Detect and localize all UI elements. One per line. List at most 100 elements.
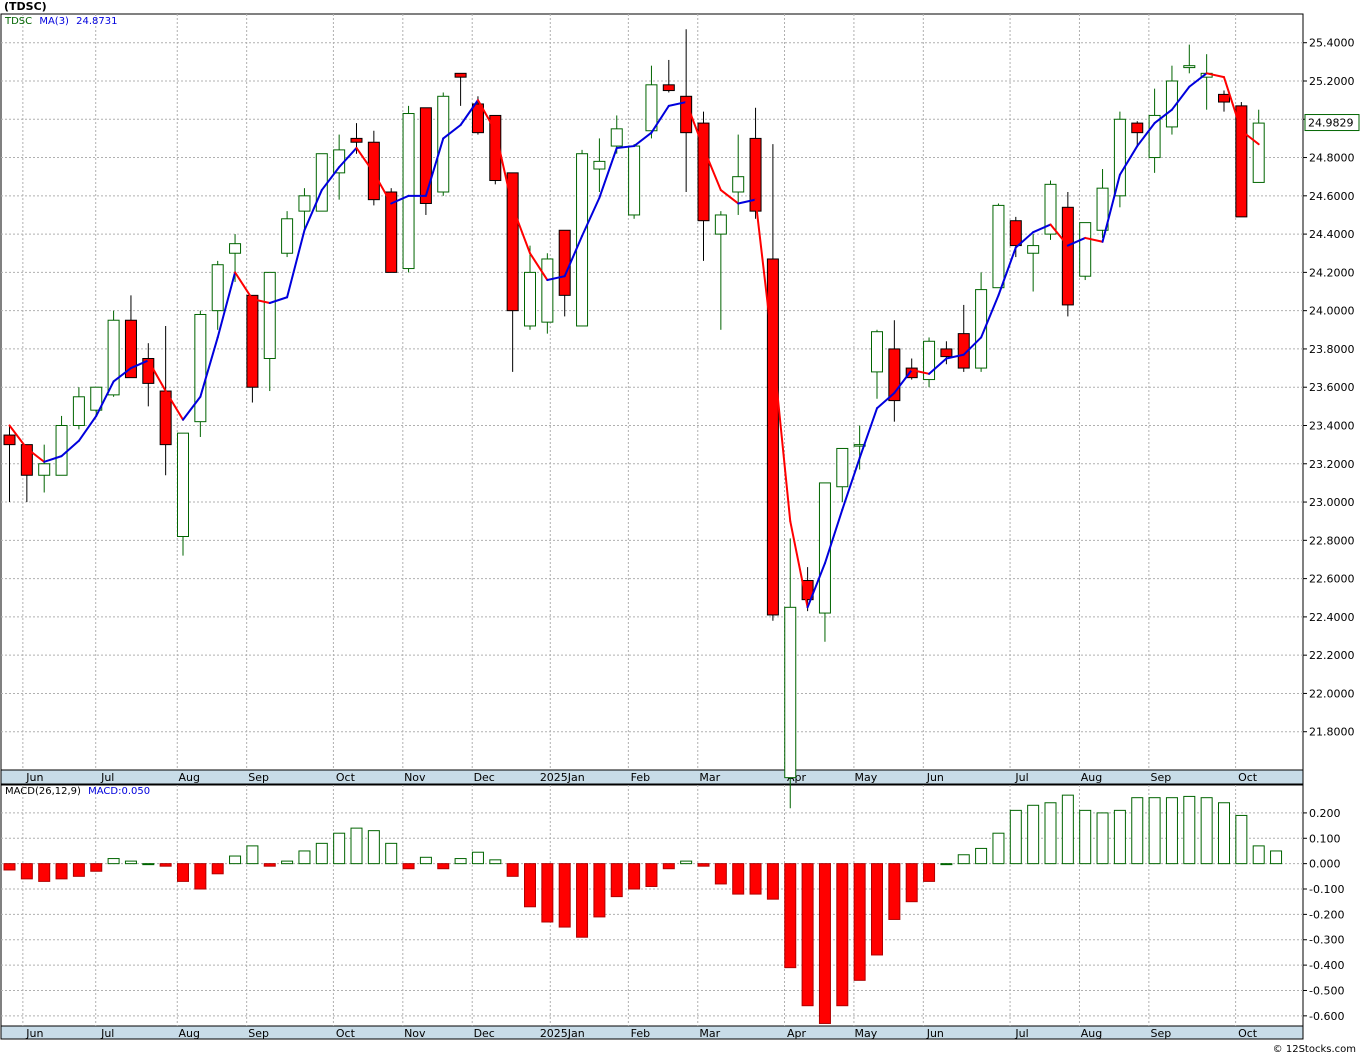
price-legend-ma-label: MA(3) bbox=[39, 16, 69, 27]
candle-down bbox=[957, 333, 970, 369]
candle-up bbox=[1113, 118, 1126, 197]
candle-up bbox=[263, 271, 276, 360]
price-tick-label: 22.0000 bbox=[1309, 687, 1355, 700]
candle-down bbox=[1009, 220, 1022, 247]
price-tick-label: 23.0000 bbox=[1309, 496, 1355, 509]
macd-bar-positive bbox=[1270, 850, 1283, 865]
ma-segment bbox=[164, 390, 184, 421]
candle-down bbox=[350, 137, 363, 143]
ma-segment bbox=[1084, 236, 1104, 243]
candle-down bbox=[801, 580, 814, 601]
macd-bar-negative bbox=[628, 863, 641, 890]
macd-bar-positive bbox=[315, 842, 328, 865]
macd-bar-negative bbox=[38, 863, 51, 882]
macd-bar-positive bbox=[298, 850, 311, 865]
candle-up bbox=[992, 204, 1005, 289]
candle-up bbox=[541, 258, 554, 323]
chart-title: (TDSC) bbox=[4, 0, 47, 13]
macd-bar-negative bbox=[506, 863, 519, 877]
macd-bar-negative bbox=[923, 863, 936, 882]
macd-bar-negative bbox=[90, 863, 103, 872]
macd-bar-negative bbox=[576, 863, 589, 938]
candle-up bbox=[524, 271, 536, 327]
candle-up bbox=[1079, 222, 1092, 277]
ma-segment bbox=[216, 271, 237, 339]
candle-down bbox=[1131, 122, 1144, 134]
macd-bar-negative bbox=[784, 863, 797, 969]
month-label: Aug bbox=[179, 771, 200, 784]
candle-up bbox=[229, 243, 242, 254]
month-label: Sep bbox=[248, 1027, 269, 1040]
price-tick-label: 23.4000 bbox=[1309, 419, 1355, 432]
price-tick-label: 23.6000 bbox=[1309, 381, 1355, 394]
price-tick-label: 24.8000 bbox=[1309, 152, 1355, 165]
ma-segment bbox=[303, 189, 323, 232]
month-label: Oct bbox=[1238, 1027, 1258, 1040]
macd-legend-value: MACD:0.050 bbox=[88, 786, 151, 797]
macd-tick-label: 0.100 bbox=[1309, 832, 1341, 845]
macd-bar-positive bbox=[1200, 797, 1213, 865]
candle-up bbox=[975, 289, 988, 369]
candle-up bbox=[1096, 187, 1109, 231]
price-legend-ma-value: 24.8731 bbox=[76, 16, 118, 27]
macd-bar-negative bbox=[645, 863, 658, 887]
ma-segment bbox=[424, 137, 445, 197]
macd-bar-negative bbox=[905, 863, 918, 903]
macd-bar-negative bbox=[662, 863, 675, 870]
price-tick-label: 24.0000 bbox=[1309, 305, 1355, 318]
ma-segment bbox=[1014, 231, 1035, 249]
ma-segment bbox=[806, 562, 826, 609]
month-label: Jul bbox=[100, 771, 114, 784]
macd-bar-negative bbox=[714, 863, 727, 885]
month-label: Jun bbox=[25, 1027, 43, 1040]
candle-up bbox=[714, 214, 727, 235]
macd-tick-label: 0.000 bbox=[1309, 858, 1341, 871]
price-tick-label: 22.4000 bbox=[1309, 611, 1355, 624]
macd-month-axis bbox=[0, 1025, 1304, 1040]
ma-segment bbox=[685, 101, 705, 149]
ma-segment bbox=[355, 146, 375, 174]
ma-segment bbox=[95, 380, 115, 417]
candle-up bbox=[90, 386, 103, 411]
ma-segment bbox=[268, 296, 289, 305]
macd-bar-negative bbox=[610, 863, 623, 898]
month-label: Jun bbox=[926, 771, 944, 784]
ma-segment bbox=[702, 146, 722, 192]
month-label: Jul bbox=[1014, 1027, 1028, 1040]
macd-bar-positive bbox=[489, 859, 502, 865]
macd-bar-positive bbox=[1009, 809, 1022, 865]
price-tick-label: 24.4000 bbox=[1309, 228, 1355, 241]
candle-down bbox=[20, 444, 33, 476]
candle-down bbox=[419, 107, 432, 204]
ma-segment bbox=[719, 189, 740, 205]
candle-down bbox=[1235, 105, 1248, 218]
ma-segment bbox=[667, 101, 688, 107]
candle-down bbox=[471, 103, 484, 134]
macd-bar-positive bbox=[350, 827, 363, 865]
month-label: Mar bbox=[699, 771, 720, 784]
month-label: Aug bbox=[1081, 1027, 1102, 1040]
ma-segment bbox=[980, 294, 1000, 339]
price-tick-label: 23.2000 bbox=[1309, 458, 1355, 471]
macd-bar-positive bbox=[1044, 802, 1057, 865]
macd-bar-positive bbox=[454, 858, 467, 865]
month-label: Sep bbox=[1150, 771, 1171, 784]
ma-segment bbox=[1118, 145, 1139, 176]
ma-segment bbox=[25, 447, 46, 463]
macd-bar-negative bbox=[853, 863, 866, 981]
macd-bar-positive bbox=[1096, 812, 1109, 865]
candle-up bbox=[38, 463, 51, 476]
ma-segment bbox=[546, 275, 566, 282]
ma-segment bbox=[529, 252, 549, 282]
candle-up bbox=[853, 444, 866, 447]
candle-down bbox=[124, 319, 137, 379]
ma-segment bbox=[997, 246, 1017, 297]
month-label: Oct bbox=[1238, 771, 1258, 784]
footer-credit: © 12Stocks.com bbox=[1272, 1044, 1356, 1055]
candle-up bbox=[211, 264, 224, 312]
macd-bar-negative bbox=[263, 863, 276, 867]
macd-bar-positive bbox=[1218, 802, 1230, 865]
macd-bar-negative bbox=[558, 863, 571, 928]
macd-bar-negative bbox=[524, 863, 536, 908]
